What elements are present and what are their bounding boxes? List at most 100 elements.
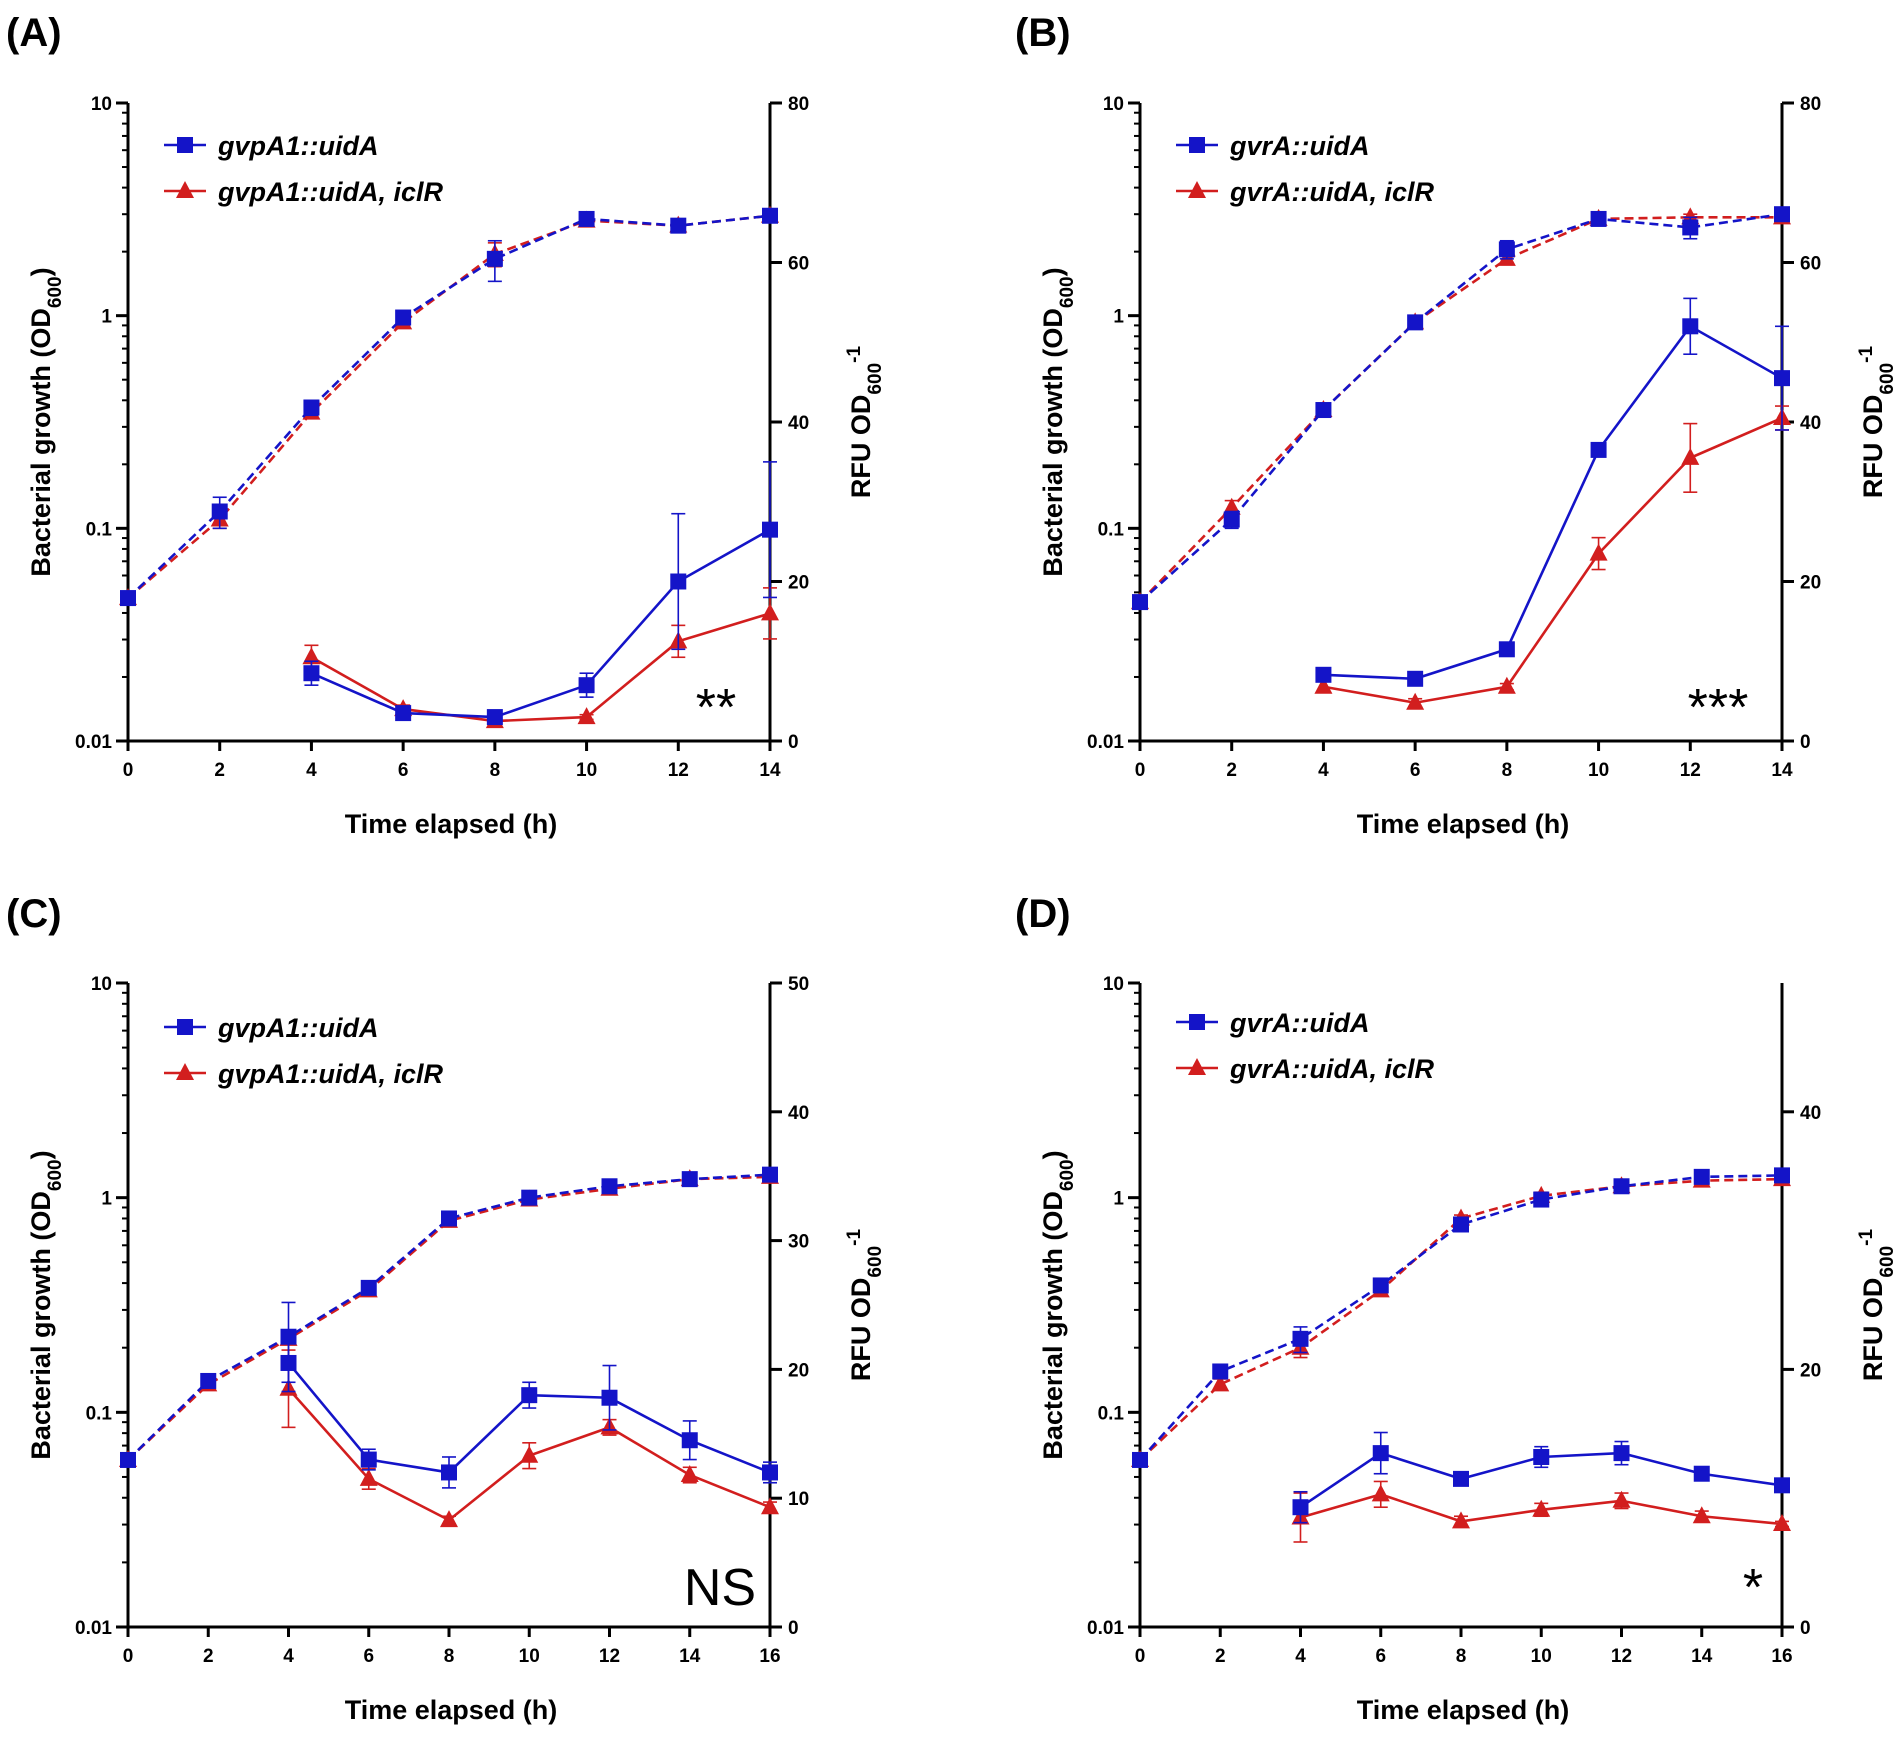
legend-marker-triangle bbox=[1188, 1058, 1206, 1075]
x-tick-label: 0 bbox=[1135, 1646, 1146, 1667]
x-tick-label: 0 bbox=[123, 760, 134, 781]
data-point-square bbox=[120, 590, 136, 607]
data-point-triangle bbox=[1211, 1374, 1230, 1392]
left-y-tick-label: 1 bbox=[101, 1189, 112, 1210]
series-gene-right bbox=[280, 1342, 778, 1489]
legend-label: gvpA1::uidA bbox=[217, 1013, 378, 1043]
legend-marker-triangle bbox=[176, 181, 194, 198]
data-point-square bbox=[601, 1178, 618, 1195]
data-point-square bbox=[762, 1464, 778, 1481]
data-point-triangle bbox=[1497, 676, 1516, 694]
x-axis-title: Time elapsed (h) bbox=[1357, 1695, 1570, 1725]
data-point-square bbox=[1223, 511, 1240, 528]
data-point-square bbox=[1533, 1448, 1550, 1465]
data-point-square bbox=[762, 521, 778, 538]
significance-label: * bbox=[1743, 1559, 1763, 1617]
data-point-square bbox=[360, 1451, 377, 1468]
data-point-square bbox=[1407, 314, 1424, 331]
left-y-tick-label: 1 bbox=[1113, 307, 1124, 328]
right-y-tick-label: 20 bbox=[788, 573, 809, 594]
right-y-tick-label: 40 bbox=[788, 413, 809, 434]
series-line bbox=[310, 528, 771, 719]
left-y-tick-label: 0.1 bbox=[86, 1403, 113, 1424]
data-point-square bbox=[762, 207, 778, 224]
significance-label: *** bbox=[1688, 679, 1749, 737]
series-line bbox=[127, 214, 771, 600]
x-tick-label: 12 bbox=[1611, 1646, 1632, 1667]
data-point-triangle bbox=[761, 1497, 779, 1515]
legend-marker-triangle bbox=[1188, 181, 1206, 198]
data-point-square bbox=[762, 1166, 778, 1183]
left-y-tick-label: 10 bbox=[91, 94, 112, 115]
right-y-tick-label: 50 bbox=[788, 974, 809, 995]
data-point-square bbox=[1774, 206, 1790, 223]
series-gene-left bbox=[120, 207, 778, 607]
left-y-tick-label: 0.1 bbox=[1098, 1403, 1125, 1424]
series-line bbox=[127, 1173, 771, 1461]
x-tick-label: 4 bbox=[306, 760, 317, 781]
left-y-axis-title: Bacterial growth (OD600) bbox=[1038, 1150, 1078, 1459]
right-y-tick-label: 0 bbox=[1800, 732, 1811, 753]
data-point-square bbox=[1372, 1277, 1389, 1294]
data-point-square bbox=[1613, 1445, 1630, 1462]
data-point-square bbox=[211, 503, 228, 520]
data-point-square bbox=[1292, 1330, 1309, 1347]
right-y-tick-label: 80 bbox=[1800, 94, 1821, 115]
data-point-square bbox=[120, 1451, 136, 1468]
series-gene-right bbox=[1315, 297, 1790, 687]
x-tick-label: 6 bbox=[363, 1646, 374, 1667]
right-y-axis-title: RFU OD600-1 bbox=[1856, 1229, 1898, 1382]
data-point-square bbox=[1774, 1477, 1790, 1494]
data-point-square bbox=[601, 1389, 618, 1406]
x-tick-label: 0 bbox=[123, 1646, 134, 1667]
x-tick-label: 2 bbox=[1215, 1646, 1226, 1667]
data-point-square bbox=[1292, 1499, 1309, 1516]
data-point-triangle bbox=[1371, 1484, 1390, 1502]
legend-marker-square bbox=[177, 1019, 193, 1035]
data-point-triangle bbox=[359, 1468, 378, 1486]
x-tick-label: 6 bbox=[398, 760, 409, 781]
data-point-square bbox=[395, 309, 412, 326]
x-tick-label: 14 bbox=[759, 760, 781, 781]
series-line bbox=[1323, 324, 1783, 681]
data-point-square bbox=[681, 1432, 698, 1449]
x-tick-label: 4 bbox=[1318, 760, 1329, 781]
data-point-triangle bbox=[520, 1445, 539, 1463]
x-tick-label: 12 bbox=[668, 760, 689, 781]
series-gene-left bbox=[1132, 1167, 1790, 1468]
x-tick-label: 2 bbox=[1226, 760, 1237, 781]
x-tick-label: 14 bbox=[679, 1646, 701, 1667]
chart-panel-c: (C) 0 2 4 6 8 10 12 14 16 0.01 0.1 1 10 0 10 20 30 40 50 Tim… bbox=[6, 892, 886, 1725]
data-point-triangle bbox=[1314, 676, 1333, 694]
x-tick-label: 2 bbox=[203, 1646, 214, 1667]
data-point-square bbox=[521, 1189, 538, 1206]
chart-panel-a: (A) 0 2 4 6 8 10 12 14 0.01 0.1 1 10 0 20 40 60 80 Time el… bbox=[6, 11, 886, 839]
legend-label: gvpA1::uidA, iclR bbox=[217, 1059, 444, 1089]
series-iclr-right bbox=[1314, 405, 1791, 710]
left-y-tick-label: 0.1 bbox=[1098, 519, 1125, 540]
data-point-triangle bbox=[1773, 1513, 1791, 1531]
x-axis-title: Time elapsed (h) bbox=[345, 809, 558, 839]
left-y-axis-title: Bacterial growth (OD600) bbox=[26, 267, 66, 576]
data-point-triangle bbox=[1452, 1511, 1470, 1529]
data-point-square bbox=[1590, 210, 1607, 227]
x-tick-label: 4 bbox=[283, 1646, 294, 1667]
x-tick-label: 8 bbox=[1502, 760, 1513, 781]
data-point-square bbox=[1682, 318, 1699, 335]
x-tick-label: 14 bbox=[1771, 760, 1793, 781]
series-iclr-right bbox=[1291, 1480, 1791, 1543]
data-point-square bbox=[1315, 402, 1332, 419]
series-iclr-left bbox=[119, 205, 779, 606]
data-point-triangle bbox=[1692, 1506, 1711, 1524]
left-y-tick-label: 10 bbox=[91, 974, 112, 995]
series-line bbox=[1139, 216, 1782, 603]
data-point-square bbox=[303, 665, 320, 682]
data-point-square bbox=[1372, 1445, 1389, 1462]
series-gene-left bbox=[1132, 206, 1790, 611]
x-tick-label: 12 bbox=[599, 1646, 620, 1667]
series-line bbox=[310, 612, 771, 723]
